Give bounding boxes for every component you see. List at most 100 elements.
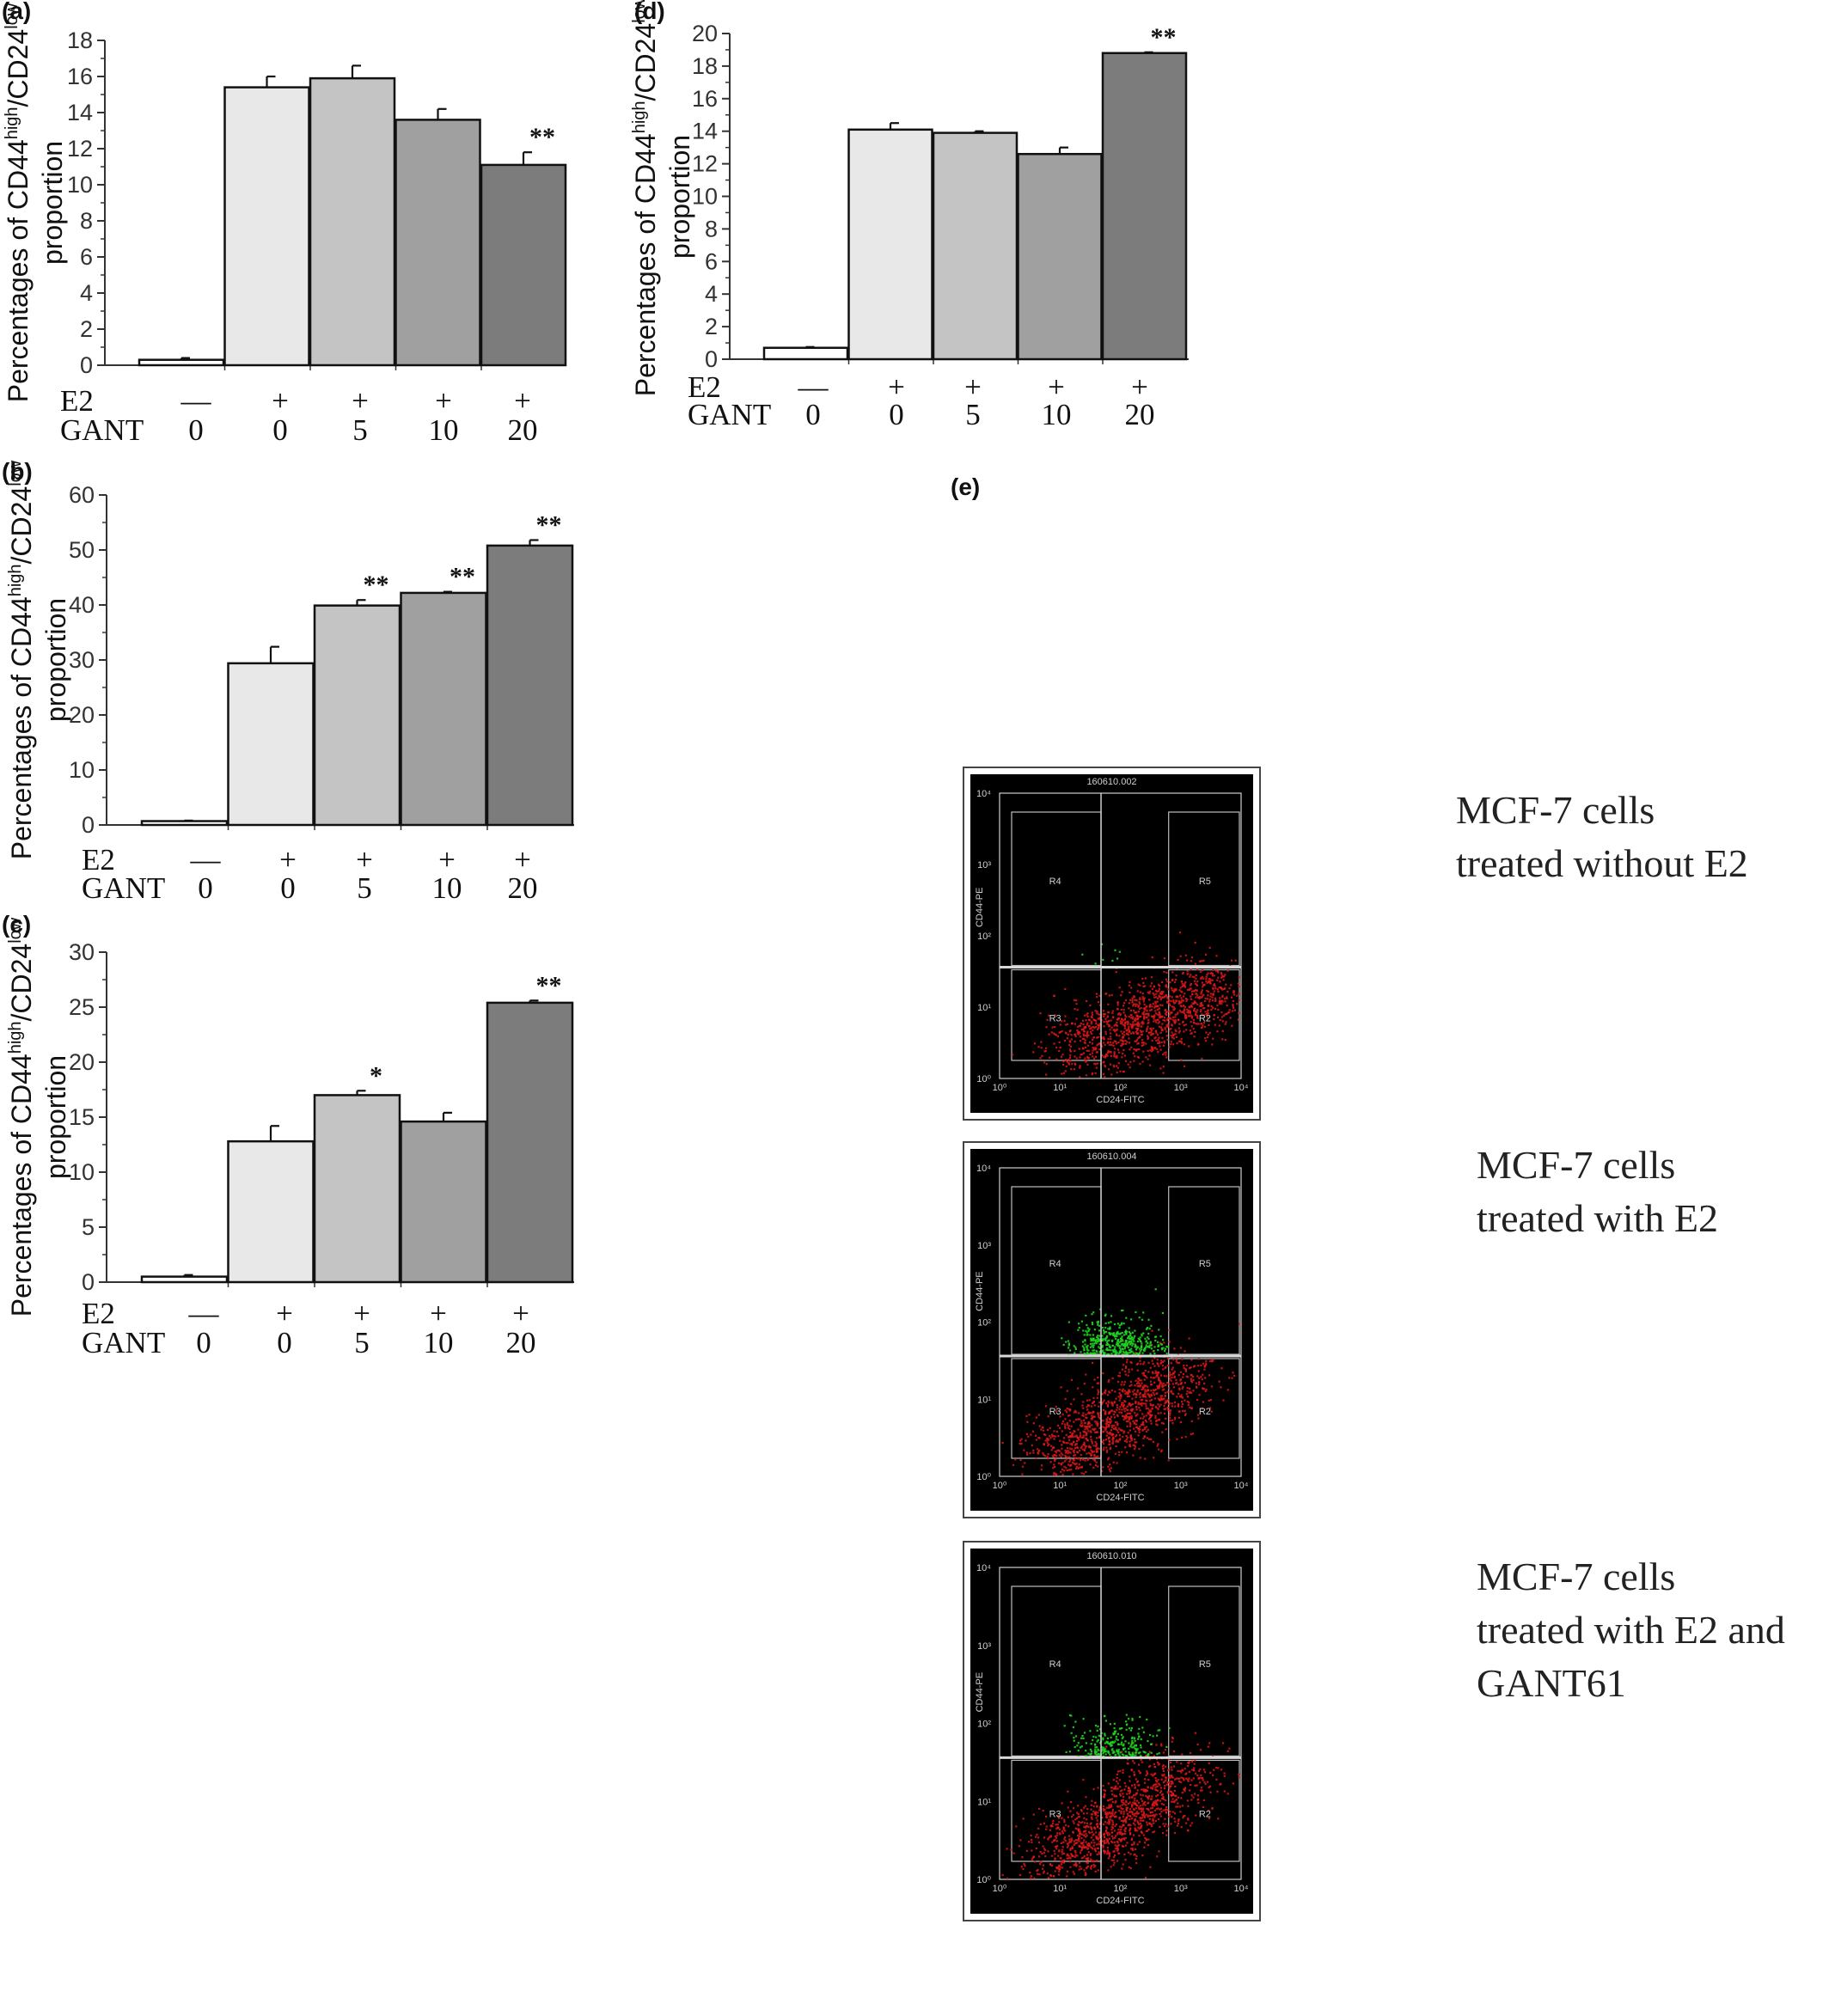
- flow-plot-2: 160610.004 R4 R5 R3 R2 10⁰ 10¹ 10² 10³ 10⁴ 10⁰ 10¹ 1…: [963, 1141, 1261, 1518]
- y-label-line2: proportion: [664, 135, 695, 259]
- y-tick-label: 10⁰: [976, 1472, 991, 1482]
- y-tick-label: 10⁴: [976, 1563, 991, 1573]
- y-tick-label: 16: [67, 64, 93, 89]
- panel-label: (d): [634, 0, 665, 24]
- y-tick-label: 10³: [977, 1241, 991, 1251]
- x-tick-label: 10⁴: [1234, 1083, 1249, 1093]
- bar-1: [223, 86, 310, 367]
- y-tick-label: 10¹: [977, 1797, 991, 1807]
- bar-2: [932, 131, 1018, 361]
- plot-file-id: 160610.010: [1086, 1551, 1136, 1561]
- y-tick-label: 0: [705, 346, 718, 372]
- gant-condition: 20: [506, 1326, 536, 1359]
- x-tick-label: 10²: [1114, 1884, 1128, 1894]
- y-axis-label: Percentages of CD44high/CD24lowproportio…: [630, 0, 695, 396]
- bar-0: [140, 820, 229, 827]
- e2-condition: +: [279, 843, 297, 877]
- x-tick-label: 10⁰: [993, 1083, 1007, 1093]
- y-label-part: high: [6, 564, 25, 596]
- x-tick-label: 10⁴: [1234, 1481, 1249, 1491]
- x-tick-label: 10²: [1114, 1083, 1128, 1093]
- y-tick-label: 2: [80, 316, 93, 342]
- y-axis-label: Percentages of CD44high/CD24lowproportio…: [6, 460, 71, 859]
- gant-condition: 20: [508, 413, 538, 447]
- flow-plot-caption-2: MCF-7 cells treated with E2: [1477, 1143, 1718, 1240]
- caption-line: treated without E2: [1456, 841, 1748, 885]
- e2-condition: +: [276, 1297, 293, 1330]
- y-axis-label: Percentages of CD44high/CD24lowproportio…: [3, 3, 68, 402]
- y-axis-label: CD44-PE: [975, 1271, 985, 1310]
- flow-plot-3: 160610.010 R4 R5 R3 R2 10⁰ 10¹ 10² 10³ 10⁴ 10⁰ 10¹ 1…: [963, 1541, 1261, 1921]
- bar-3: [1017, 152, 1103, 361]
- row-label-gant: GANT: [688, 398, 771, 431]
- x-axis-label: CD24-FITC: [1096, 1095, 1144, 1105]
- gant-condition: 5: [354, 1326, 370, 1359]
- y-tick-label: 8: [80, 208, 93, 234]
- e2-condition: +: [1131, 370, 1148, 404]
- significance-marker: **: [536, 971, 562, 999]
- scatter-dots: [1001, 1288, 1241, 1476]
- significance-marker: **: [364, 571, 389, 599]
- y-tick-label: 4: [80, 280, 93, 306]
- e2-condition: +: [514, 384, 531, 418]
- y-tick-label: 30: [69, 939, 95, 965]
- x-tick-label: 10¹: [1053, 1884, 1067, 1894]
- y-tick-label: 10²: [977, 1318, 991, 1329]
- plot-background: [970, 1549, 1253, 1914]
- plot-file-id: 160610.002: [1086, 777, 1136, 787]
- y-axis-label-group: CD44-PE: [975, 1672, 985, 1712]
- bar-4: [486, 1001, 574, 1284]
- caption-line: treated with E2: [1477, 1196, 1718, 1240]
- significance-marker: **: [529, 123, 555, 151]
- region-label: R3: [1049, 1014, 1061, 1024]
- region-label: R4: [1049, 1259, 1061, 1269]
- y-label-part: low: [6, 917, 25, 944]
- caption-line: MCF-7 cells: [1456, 788, 1655, 832]
- row-label-e2: E2: [60, 384, 94, 418]
- y-tick-label: 10¹: [977, 1395, 991, 1405]
- y-label-part: low: [3, 3, 21, 29]
- gant-condition: 0: [272, 413, 288, 447]
- gant-condition: 0: [277, 1326, 292, 1359]
- caption-line: GANT61: [1477, 1661, 1626, 1705]
- e2-condition: —: [190, 843, 222, 877]
- y-label-part: /CD24: [6, 944, 37, 1022]
- x-tick-label: 10³: [1174, 1481, 1188, 1491]
- gant-condition: 5: [965, 398, 981, 431]
- y-tick-label: 40: [69, 592, 95, 618]
- y-tick-label: 10¹: [977, 1003, 991, 1013]
- x-tick-label: 10¹: [1053, 1083, 1067, 1093]
- plot-area: [999, 1567, 1242, 1880]
- y-label-line2: proportion: [37, 141, 68, 265]
- y-tick-label: 0: [82, 1269, 95, 1295]
- y-label-part: /CD24: [6, 486, 37, 565]
- x-tick-label: 10²: [1114, 1481, 1128, 1491]
- y-tick-label: 30: [69, 647, 95, 673]
- y-tick-label: 0: [80, 352, 93, 378]
- plot-area: [999, 1167, 1242, 1477]
- y-label-part: low: [630, 0, 649, 23]
- region-label: R2: [1199, 1407, 1211, 1417]
- y-tick-label: 20: [69, 702, 95, 728]
- y-tick-label: 0: [82, 812, 95, 838]
- plot-frame: [963, 1541, 1261, 1921]
- row-label-gant: GANT: [82, 1326, 165, 1359]
- e2-condition: +: [353, 1297, 370, 1330]
- region-box-r5: [1168, 1585, 1240, 1757]
- row-label-e2: E2: [82, 843, 115, 877]
- region-box-r2: [1168, 1759, 1240, 1862]
- e2-condition: +: [352, 384, 369, 418]
- bar-2: [313, 604, 401, 827]
- caption-line: MCF-7 cells: [1477, 1555, 1675, 1598]
- panel-label: (b): [2, 458, 33, 485]
- y-tick-label: 10⁴: [976, 1164, 991, 1174]
- y-label-part: Percentages of CD44: [3, 139, 34, 402]
- plot-frame: [963, 767, 1261, 1121]
- y-label-line1: Percentages of CD44high/CD24low: [630, 0, 661, 396]
- y-axis-label-group: CD44-PE: [975, 1271, 985, 1310]
- e2-condition: +: [512, 1297, 529, 1330]
- bar-3: [400, 1120, 487, 1284]
